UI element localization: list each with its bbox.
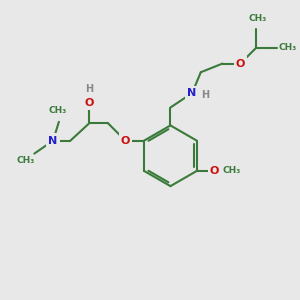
- Text: O: O: [236, 58, 245, 69]
- Text: O: O: [121, 136, 130, 146]
- Text: CH₃: CH₃: [222, 167, 241, 176]
- Text: CH₃: CH₃: [16, 156, 35, 165]
- Text: N: N: [49, 136, 58, 146]
- Text: CH₃: CH₃: [48, 106, 67, 115]
- Text: H: H: [201, 90, 209, 100]
- Text: O: O: [85, 98, 94, 108]
- Text: H: H: [85, 84, 93, 94]
- Text: CH₃: CH₃: [249, 14, 267, 23]
- Text: CH₃: CH₃: [279, 43, 297, 52]
- Text: N: N: [188, 88, 197, 98]
- Text: O: O: [210, 166, 219, 176]
